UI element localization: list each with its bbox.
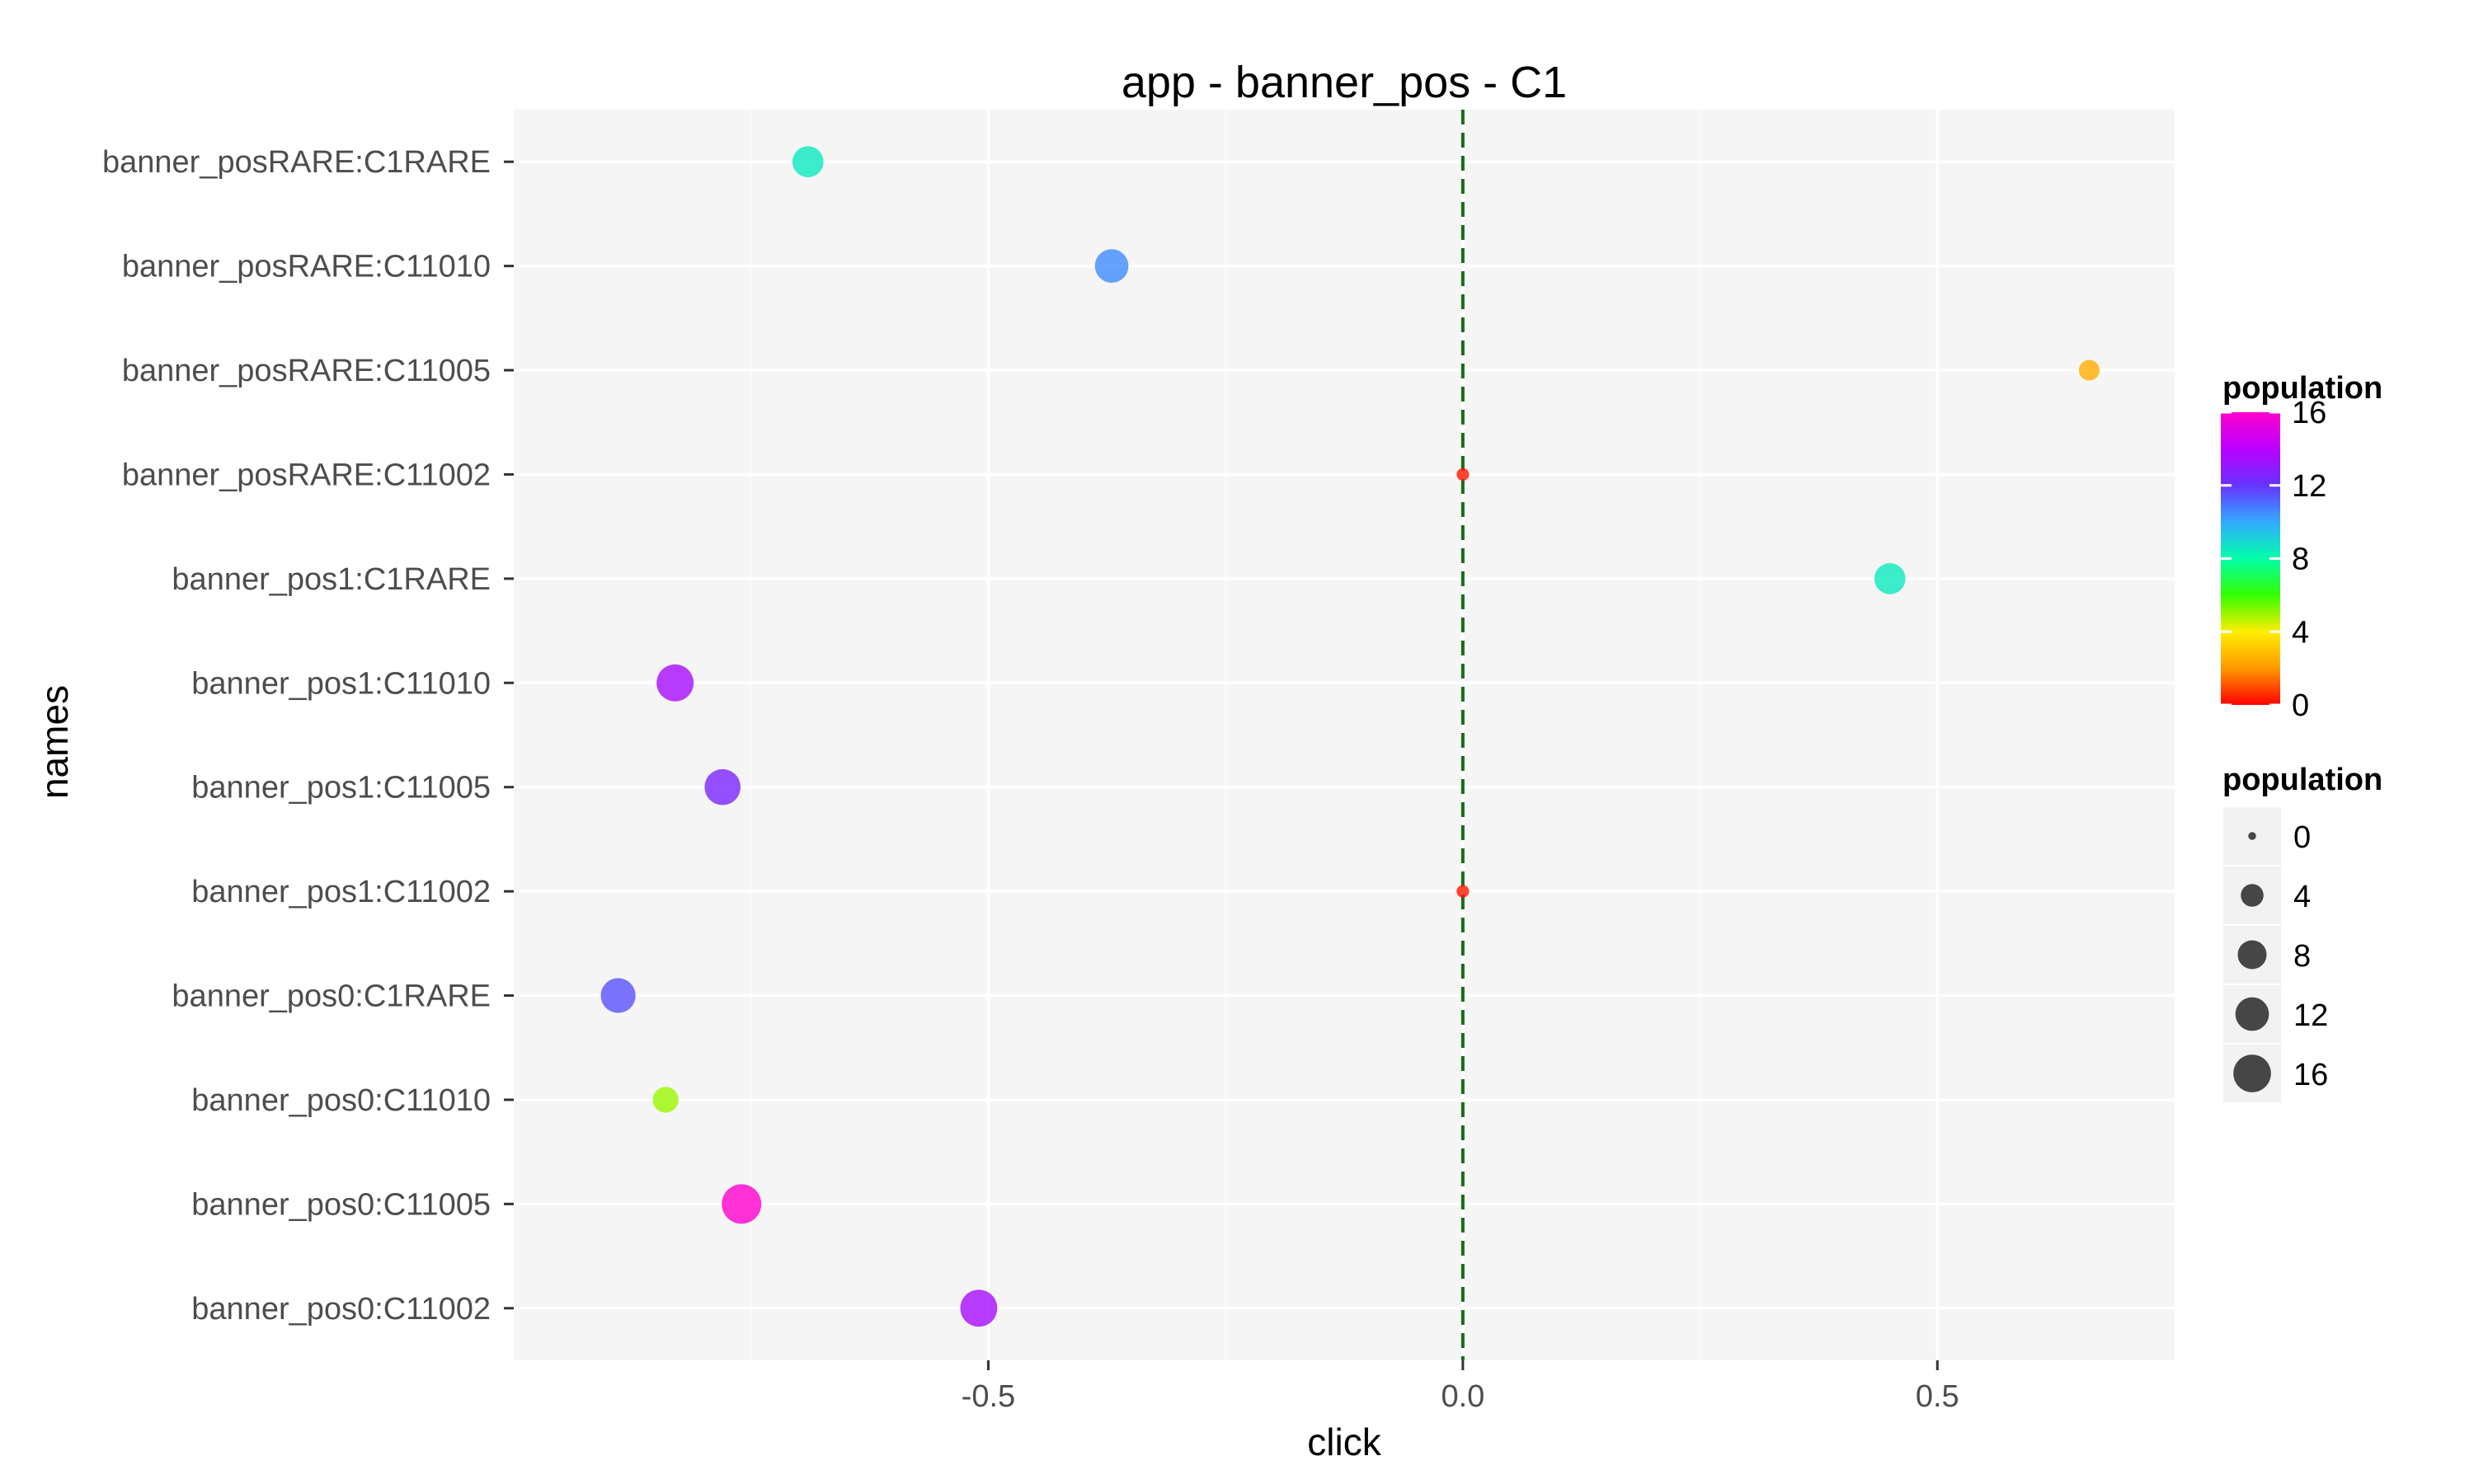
data-point: [960, 1289, 998, 1327]
size-key-dot: [2241, 884, 2264, 907]
color-legend-label: 16: [2292, 396, 2326, 430]
size-legend: population 0 4 8 12 16: [2222, 763, 2382, 1104]
y-tick-label: banner_pos1:C11005: [191, 771, 491, 805]
y-tick-label: banner_pos0:C11010: [191, 1083, 491, 1118]
data-point: [704, 768, 741, 805]
y-axis-title: names: [33, 685, 76, 799]
size-key-dot: [2248, 832, 2256, 840]
data-point: [792, 146, 824, 178]
size-legend-label: 4: [2293, 880, 2311, 914]
size-key-dot: [2237, 940, 2267, 970]
size-legend-title: population: [2222, 763, 2382, 797]
color-legend-label: 0: [2292, 688, 2309, 723]
data-point: [1874, 563, 1906, 594]
x-tick-label: 0.5: [1916, 1379, 1959, 1414]
data-point: [656, 664, 694, 702]
size-legend-label: 8: [2293, 939, 2311, 974]
y-tick-label: banner_pos0:C11005: [191, 1187, 491, 1222]
y-tick-label: banner_posRARE:C11002: [122, 458, 491, 492]
color-legend-label: 4: [2292, 615, 2309, 650]
size-key-dot: [2235, 997, 2269, 1031]
chart-title: app - banner_pos - C1: [1122, 58, 1567, 107]
y-tick-label: banner_posRARE:C11010: [122, 250, 491, 284]
y-tick-label: banner_posRARE:C11005: [122, 354, 491, 388]
size-legend-label: 12: [2293, 998, 2328, 1033]
data-point: [722, 1184, 762, 1224]
color-legend-title: population: [2222, 371, 2382, 406]
color-legend-label: 8: [2292, 542, 2309, 577]
y-tick-label: banner_pos1:C11002: [191, 875, 491, 909]
data-point: [652, 1087, 679, 1113]
data-point: [1456, 885, 1470, 898]
color-legend: population 16 12 8 4 0: [2221, 371, 2382, 723]
y-tick-label: banner_pos1:C1RARE: [172, 562, 491, 597]
x-axis-title: click: [1307, 1421, 1381, 1463]
data-point: [2078, 359, 2100, 381]
y-tick-label: banner_pos1:C11010: [191, 666, 491, 701]
size-legend-label: 16: [2293, 1058, 2328, 1092]
x-tick-label: -0.5: [962, 1379, 1015, 1414]
data-point: [600, 978, 636, 1013]
y-tick-label: banner_pos0:C11002: [191, 1292, 491, 1327]
y-tick-label: banner_posRARE:C1RARE: [102, 145, 491, 180]
y-tick-label: banner_pos0:C1RARE: [172, 979, 491, 1014]
size-legend-label: 0: [2293, 820, 2311, 855]
data-point: [1456, 467, 1470, 481]
data-point: [1094, 249, 1129, 284]
size-key-dot: [2233, 1054, 2271, 1092]
plot-panel: [514, 110, 2175, 1360]
color-legend-label: 12: [2292, 469, 2326, 504]
x-tick-label: 0.0: [1441, 1379, 1484, 1414]
